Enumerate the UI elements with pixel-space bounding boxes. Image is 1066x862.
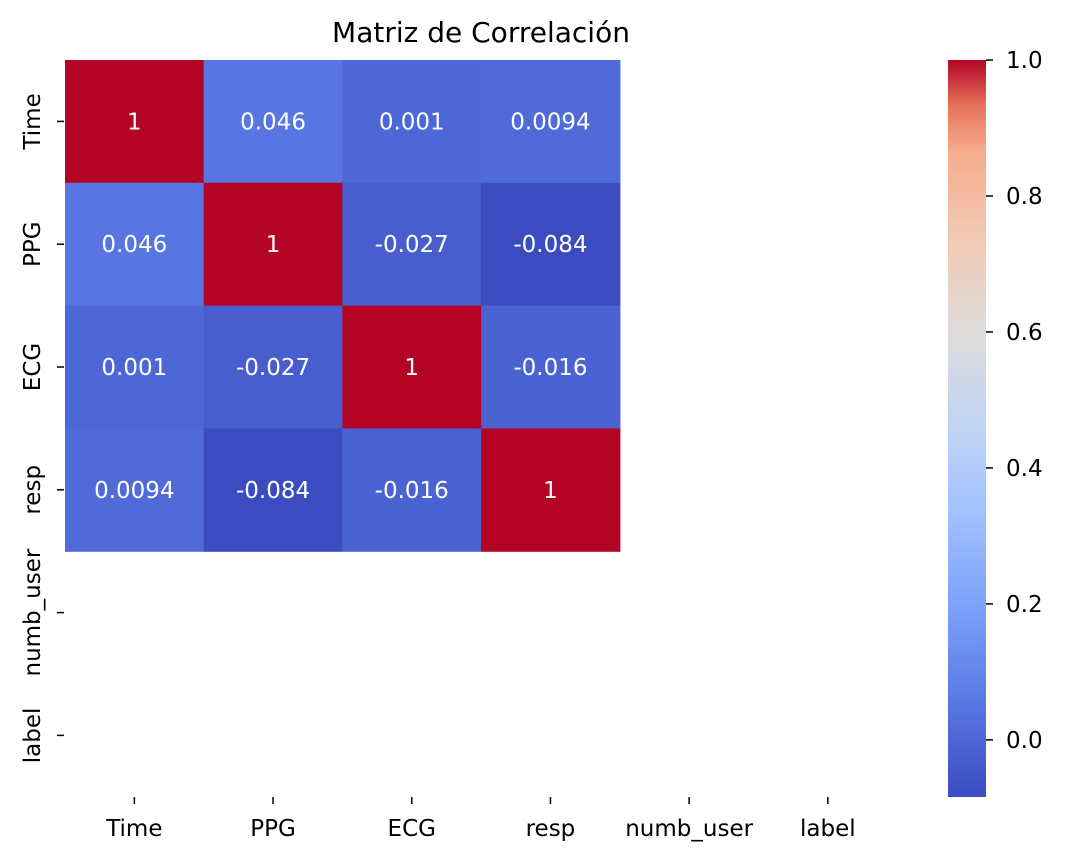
- cell-value-label: 0.0094: [510, 109, 590, 135]
- cell-value-label: 1: [404, 355, 419, 381]
- heatmap-cell: [481, 305, 621, 429]
- heatmap-cell: [65, 182, 205, 307]
- colorbar-tick-label: 1.0: [1006, 48, 1043, 74]
- chart-title: Matriz de Correlación: [332, 16, 630, 49]
- colorbar-tick-label: 0.2: [1006, 592, 1043, 618]
- cell-value-label: -0.027: [236, 355, 310, 381]
- heatmap-cell: [481, 182, 621, 307]
- colorbar-tick-label: 0.4: [1006, 456, 1043, 482]
- heatmap-cell: [203, 428, 343, 552]
- cell-value-label: -0.016: [375, 478, 449, 504]
- x-tick-label: numb_user: [625, 816, 753, 842]
- y-tick-label: Time: [20, 93, 46, 150]
- cell-value-label: 0.001: [379, 109, 445, 135]
- cell-value-label: 0.046: [101, 232, 167, 258]
- cell-value-label: 1: [543, 478, 558, 504]
- x-tick-label: Time: [105, 816, 162, 842]
- x-axis-labels: Time PPG ECG resp numb_user label: [105, 797, 856, 842]
- heatmap-cell: [342, 305, 482, 429]
- heatmap-cell: [342, 182, 482, 307]
- x-tick-label: resp: [526, 816, 576, 842]
- cell-value-label: -0.016: [513, 355, 587, 381]
- heatmap-cell: [481, 60, 621, 184]
- cell-value-label: 0.001: [101, 355, 167, 381]
- y-tick-label: PPG: [20, 221, 46, 267]
- y-tick-label: resp: [20, 465, 46, 515]
- y-tick-label: ECG: [20, 343, 46, 391]
- heatmap-cell: [203, 182, 343, 307]
- x-tick-label: ECG: [388, 816, 436, 842]
- heatmap-cells: 1 0.046 0.001 0.0094 0.046 1 -0.027 -0.084 0.001…: [65, 60, 621, 552]
- y-tick-label: numb_user: [20, 548, 46, 676]
- heatmap-cell: [203, 305, 343, 429]
- heatmap-cell: [65, 60, 205, 184]
- heatmap-cell: [65, 428, 205, 552]
- colorbar-tick-label: 0.0: [1006, 728, 1043, 754]
- cell-value-label: 0.046: [240, 109, 306, 135]
- colorbar-tick-label: 0.6: [1006, 320, 1043, 346]
- cell-value-label: -0.027: [375, 232, 449, 258]
- heatmap-cell: [342, 428, 482, 552]
- y-tick-label: label: [20, 708, 46, 764]
- colorbar: 0.0 0.2 0.4 0.6 0.8 1.0: [948, 48, 1043, 797]
- heatmap-cell: [481, 428, 621, 552]
- colorbar-gradient: [948, 60, 986, 797]
- heatmap-cell: [342, 60, 482, 184]
- colorbar-tick-label: 0.8: [1006, 184, 1043, 210]
- cell-value-label: -0.084: [513, 232, 587, 258]
- heatmap-cell: [65, 305, 205, 429]
- cell-value-label: 1: [266, 232, 281, 258]
- cell-value-label: 1: [127, 109, 142, 135]
- heatmap-cell: [203, 60, 343, 184]
- x-tick-label: label: [800, 816, 856, 842]
- cell-value-label: 0.0094: [94, 478, 174, 504]
- cell-value-label: -0.084: [236, 478, 310, 504]
- x-tick-label: PPG: [250, 816, 296, 842]
